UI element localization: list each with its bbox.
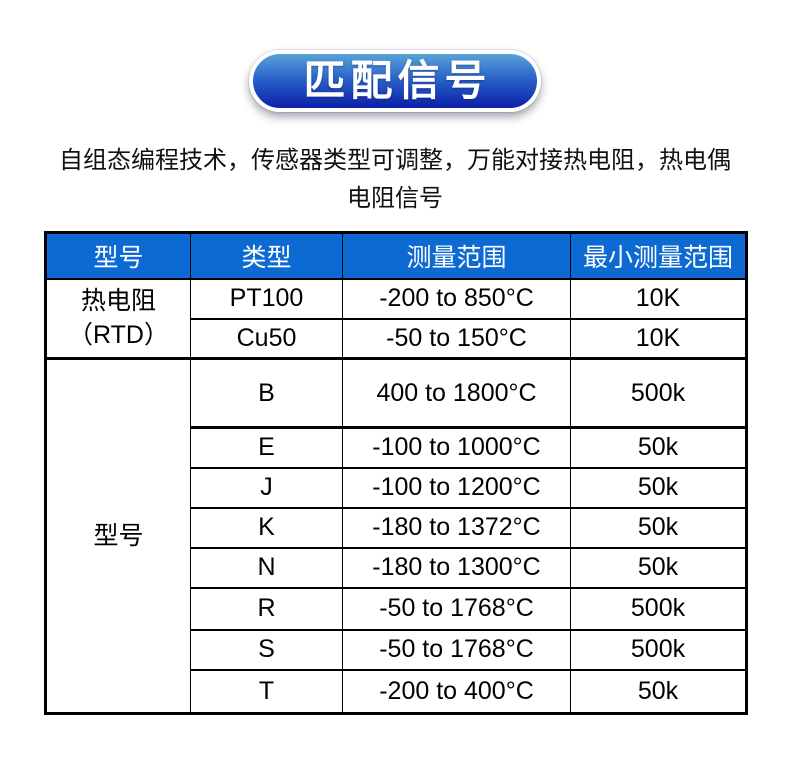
cell-range: -50 to 1768°C: [342, 628, 571, 671]
cell-range: -180 to 1300°C: [342, 546, 571, 589]
cell-range: -100 to 1000°C: [342, 426, 571, 469]
cell-min-range: 500k: [570, 357, 747, 429]
cell-type: K: [190, 506, 343, 549]
model-line: （RTD）: [68, 321, 169, 350]
table-row-n: N -180 to 1300°C 50k: [46, 546, 747, 589]
table-row-k: K -180 to 1372°C 50k: [46, 506, 747, 549]
cell-type: T: [190, 668, 343, 715]
model-line: 型号: [93, 522, 144, 550]
cell-type: E: [190, 426, 343, 469]
cell-model-group-rtd: 热电阻 （RTD）: [45, 277, 191, 360]
cell-range: -50 to 1768°C: [342, 586, 571, 631]
table-row-r: R -50 to 1768°C 500k: [46, 586, 747, 631]
table-header-row: 型号 类型 测量范围 最小测量范围: [45, 231, 747, 280]
cell-type: Cu50: [190, 317, 343, 360]
banner-section: 匹配信号: [0, 0, 790, 112]
column-header-range: 测量范围: [342, 231, 571, 280]
table-row-s: S -50 to 1768°C 500k: [46, 628, 747, 671]
model-line: 热电阻: [80, 287, 156, 316]
cell-min-range: 10K: [570, 277, 747, 320]
cell-min-range: 50k: [570, 506, 747, 549]
table-row-t: T -200 to 400°C 50k: [46, 668, 747, 715]
column-header-min-range: 最小测量范围: [570, 231, 747, 280]
table-row-e: E -100 to 1000°C 50k: [46, 426, 747, 469]
cell-min-range: 50k: [570, 426, 747, 469]
column-header-type: 类型: [190, 231, 343, 280]
cell-min-range: 50k: [570, 668, 747, 715]
cell-min-range: 50k: [570, 466, 747, 509]
cell-range: -200 to 400°C: [342, 668, 571, 715]
cell-range: -180 to 1372°C: [342, 506, 571, 549]
table-row-cu50: Cu50 -50 to 150°C 10K: [46, 317, 747, 360]
cell-range: 400 to 1800°C: [342, 357, 571, 429]
column-header-model: 型号: [45, 231, 191, 280]
cell-type: PT100: [190, 277, 343, 320]
spec-table: 型号 类型 测量范围 最小测量范围 热电阻 （RTD） PT100 -200 t…: [44, 231, 748, 715]
cell-type: N: [190, 546, 343, 589]
cell-range: -50 to 150°C: [342, 317, 571, 360]
cell-min-range: 500k: [570, 586, 747, 631]
description-line-2: 电阻信号: [347, 185, 443, 212]
table-row-pt100: 热电阻 （RTD） PT100 -200 to 850°C 10K: [45, 277, 747, 360]
table-row-j: J -100 to 1200°C 50k: [46, 466, 747, 509]
description-line-1: 自组态编程技术，传感器类型可调整，万能对接热电阻，热电偶: [59, 147, 731, 174]
cell-min-range: 10K: [570, 317, 747, 360]
banner-title: 匹配信号: [303, 57, 492, 104]
cell-type: R: [190, 586, 343, 631]
description: 自组态编程技术，传感器类型可调整，万能对接热电阻，热电偶 电阻信号: [0, 142, 790, 218]
cell-range: -200 to 850°C: [342, 277, 571, 320]
cell-range: -100 to 1200°C: [342, 466, 571, 509]
cell-type: J: [190, 466, 343, 509]
cell-min-range: 500k: [570, 628, 747, 671]
cell-type: S: [190, 628, 343, 671]
cell-min-range: 50k: [570, 546, 747, 589]
cell-model-group-xinghao: 型号: [45, 357, 191, 715]
banner-pill: 匹配信号: [249, 50, 541, 112]
cell-type: B: [190, 357, 343, 429]
table-row-b: 型号 B 400 to 1800°C 500k: [45, 357, 747, 715]
